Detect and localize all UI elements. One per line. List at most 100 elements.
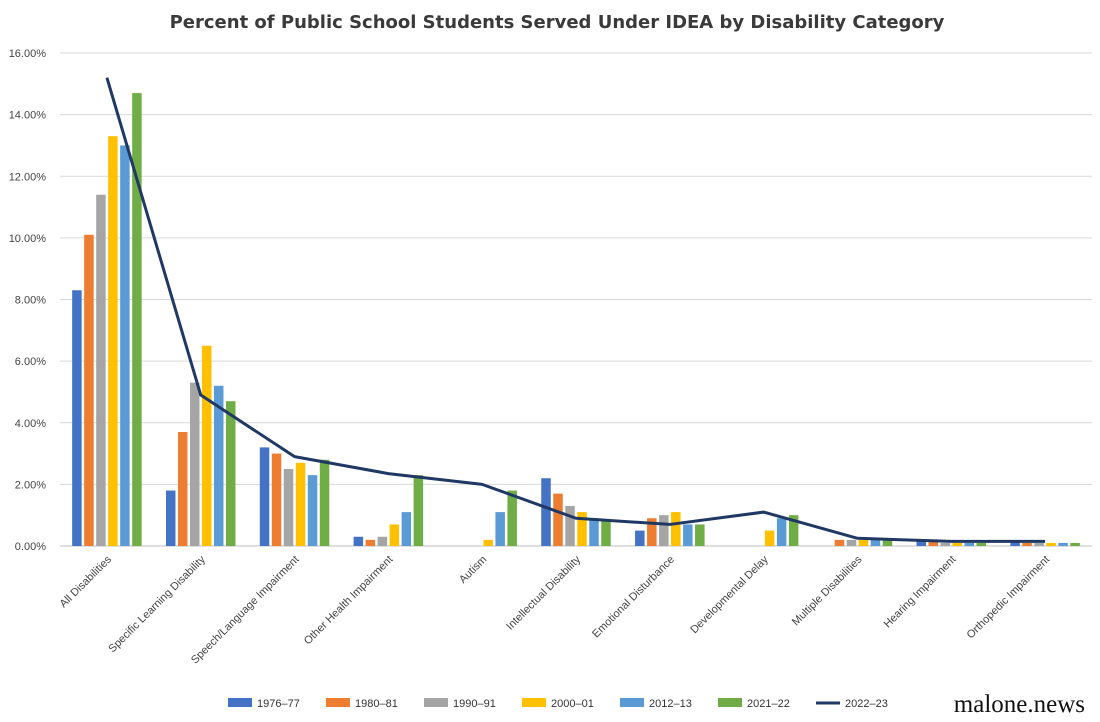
bar xyxy=(189,382,200,546)
y-tick-label: 14.00% xyxy=(9,110,47,122)
bar xyxy=(377,536,388,546)
line-series xyxy=(105,77,1046,543)
legend-label: 1976–77 xyxy=(257,698,300,710)
bar xyxy=(916,541,927,546)
legend-swatch xyxy=(522,698,546,707)
bar xyxy=(671,512,681,546)
bar xyxy=(213,385,224,546)
category-label: Multiple Disabilities xyxy=(790,553,865,628)
bar xyxy=(177,431,188,546)
category-label: All Disabilities xyxy=(58,553,115,610)
bar xyxy=(870,539,881,546)
bar xyxy=(271,453,282,546)
bar xyxy=(553,493,563,546)
bar xyxy=(201,345,212,546)
y-tick-label: 8.00% xyxy=(15,295,46,307)
watermark: malone.news xyxy=(954,691,1085,718)
bar xyxy=(295,462,306,546)
bar xyxy=(319,459,330,546)
bar xyxy=(940,542,951,546)
bar xyxy=(225,401,236,546)
bar xyxy=(389,524,400,546)
bar xyxy=(882,539,893,546)
bar xyxy=(1046,542,1056,546)
bar xyxy=(565,505,575,546)
line-series-path xyxy=(105,77,1046,543)
bar xyxy=(776,518,787,546)
bar xyxy=(659,515,669,546)
bar xyxy=(1058,542,1068,546)
bar xyxy=(1022,542,1032,546)
bar xyxy=(647,518,657,546)
bar xyxy=(259,447,270,546)
bars xyxy=(72,93,1080,547)
category-label: Autism xyxy=(457,554,489,586)
bar xyxy=(72,290,82,546)
bar xyxy=(1070,542,1080,546)
bar xyxy=(964,542,975,546)
bar xyxy=(952,542,963,546)
bar xyxy=(132,93,142,547)
bar xyxy=(928,541,939,546)
category-label: Intellectual Disability xyxy=(504,553,583,632)
bar xyxy=(353,536,364,546)
bar xyxy=(165,490,176,546)
bar xyxy=(307,475,318,546)
legend-label: 1990–91 xyxy=(453,698,496,710)
y-axis-ticks: 0.00% 2.00% 4.00% 6.00% 8.00% 10.00% 12.00% 14.… xyxy=(9,48,47,553)
category-label: Other Health Impairment xyxy=(302,554,396,648)
bar xyxy=(495,512,505,546)
bar xyxy=(764,530,775,546)
bar xyxy=(96,194,106,547)
bar xyxy=(413,475,424,546)
bar xyxy=(601,521,611,546)
y-tick-label: 10.00% xyxy=(9,233,47,245)
y-tick-label: 4.00% xyxy=(15,418,46,430)
bar xyxy=(283,468,294,546)
category-label: Orthopedic Impairment xyxy=(965,554,1053,642)
bar xyxy=(401,512,412,546)
legend-swatch xyxy=(326,698,350,707)
y-tick-label: 2.00% xyxy=(15,479,46,491)
legend-label: 2022–23 xyxy=(845,698,888,710)
bar xyxy=(635,530,645,546)
bar xyxy=(683,524,693,546)
bar xyxy=(788,515,799,546)
category-label: Speech/Language Impairment xyxy=(189,554,302,667)
bar xyxy=(120,145,130,546)
legend-swatch xyxy=(620,698,644,707)
bar xyxy=(84,234,94,546)
y-tick-label: 6.00% xyxy=(15,356,46,368)
chart-title: Percent of Public School Students Served… xyxy=(170,12,945,33)
bar xyxy=(858,539,869,546)
legend-label: 2012–13 xyxy=(649,698,692,710)
legend: 1976–77 1980–81 1990–91 2000–01 2012–13 2021–… xyxy=(228,698,888,710)
legend-swatch xyxy=(424,698,448,707)
bar xyxy=(577,512,587,546)
bar xyxy=(1034,542,1044,546)
category-label: Hearing Impairment xyxy=(882,554,959,631)
y-tick-label: 16.00% xyxy=(9,48,47,60)
legend-label: 2021–22 xyxy=(747,698,790,710)
legend-label: 1980–81 xyxy=(355,698,398,710)
bar xyxy=(1010,541,1020,546)
bar xyxy=(695,524,705,546)
legend-label: 2000–01 xyxy=(551,698,594,710)
category-label: Developmental Delay xyxy=(688,553,771,636)
bar xyxy=(483,539,493,546)
y-tick-label: 0.00% xyxy=(15,541,46,553)
bar xyxy=(365,539,376,546)
bar xyxy=(507,490,517,546)
bar xyxy=(108,136,118,546)
bar xyxy=(589,518,599,546)
bar xyxy=(834,539,845,546)
bar xyxy=(846,539,857,546)
category-label: Emotional Disturbance xyxy=(590,554,677,641)
legend-swatch xyxy=(718,698,742,707)
bar xyxy=(976,542,987,546)
legend-swatch xyxy=(228,698,252,707)
bar xyxy=(541,478,551,546)
y-tick-label: 12.00% xyxy=(9,171,47,183)
